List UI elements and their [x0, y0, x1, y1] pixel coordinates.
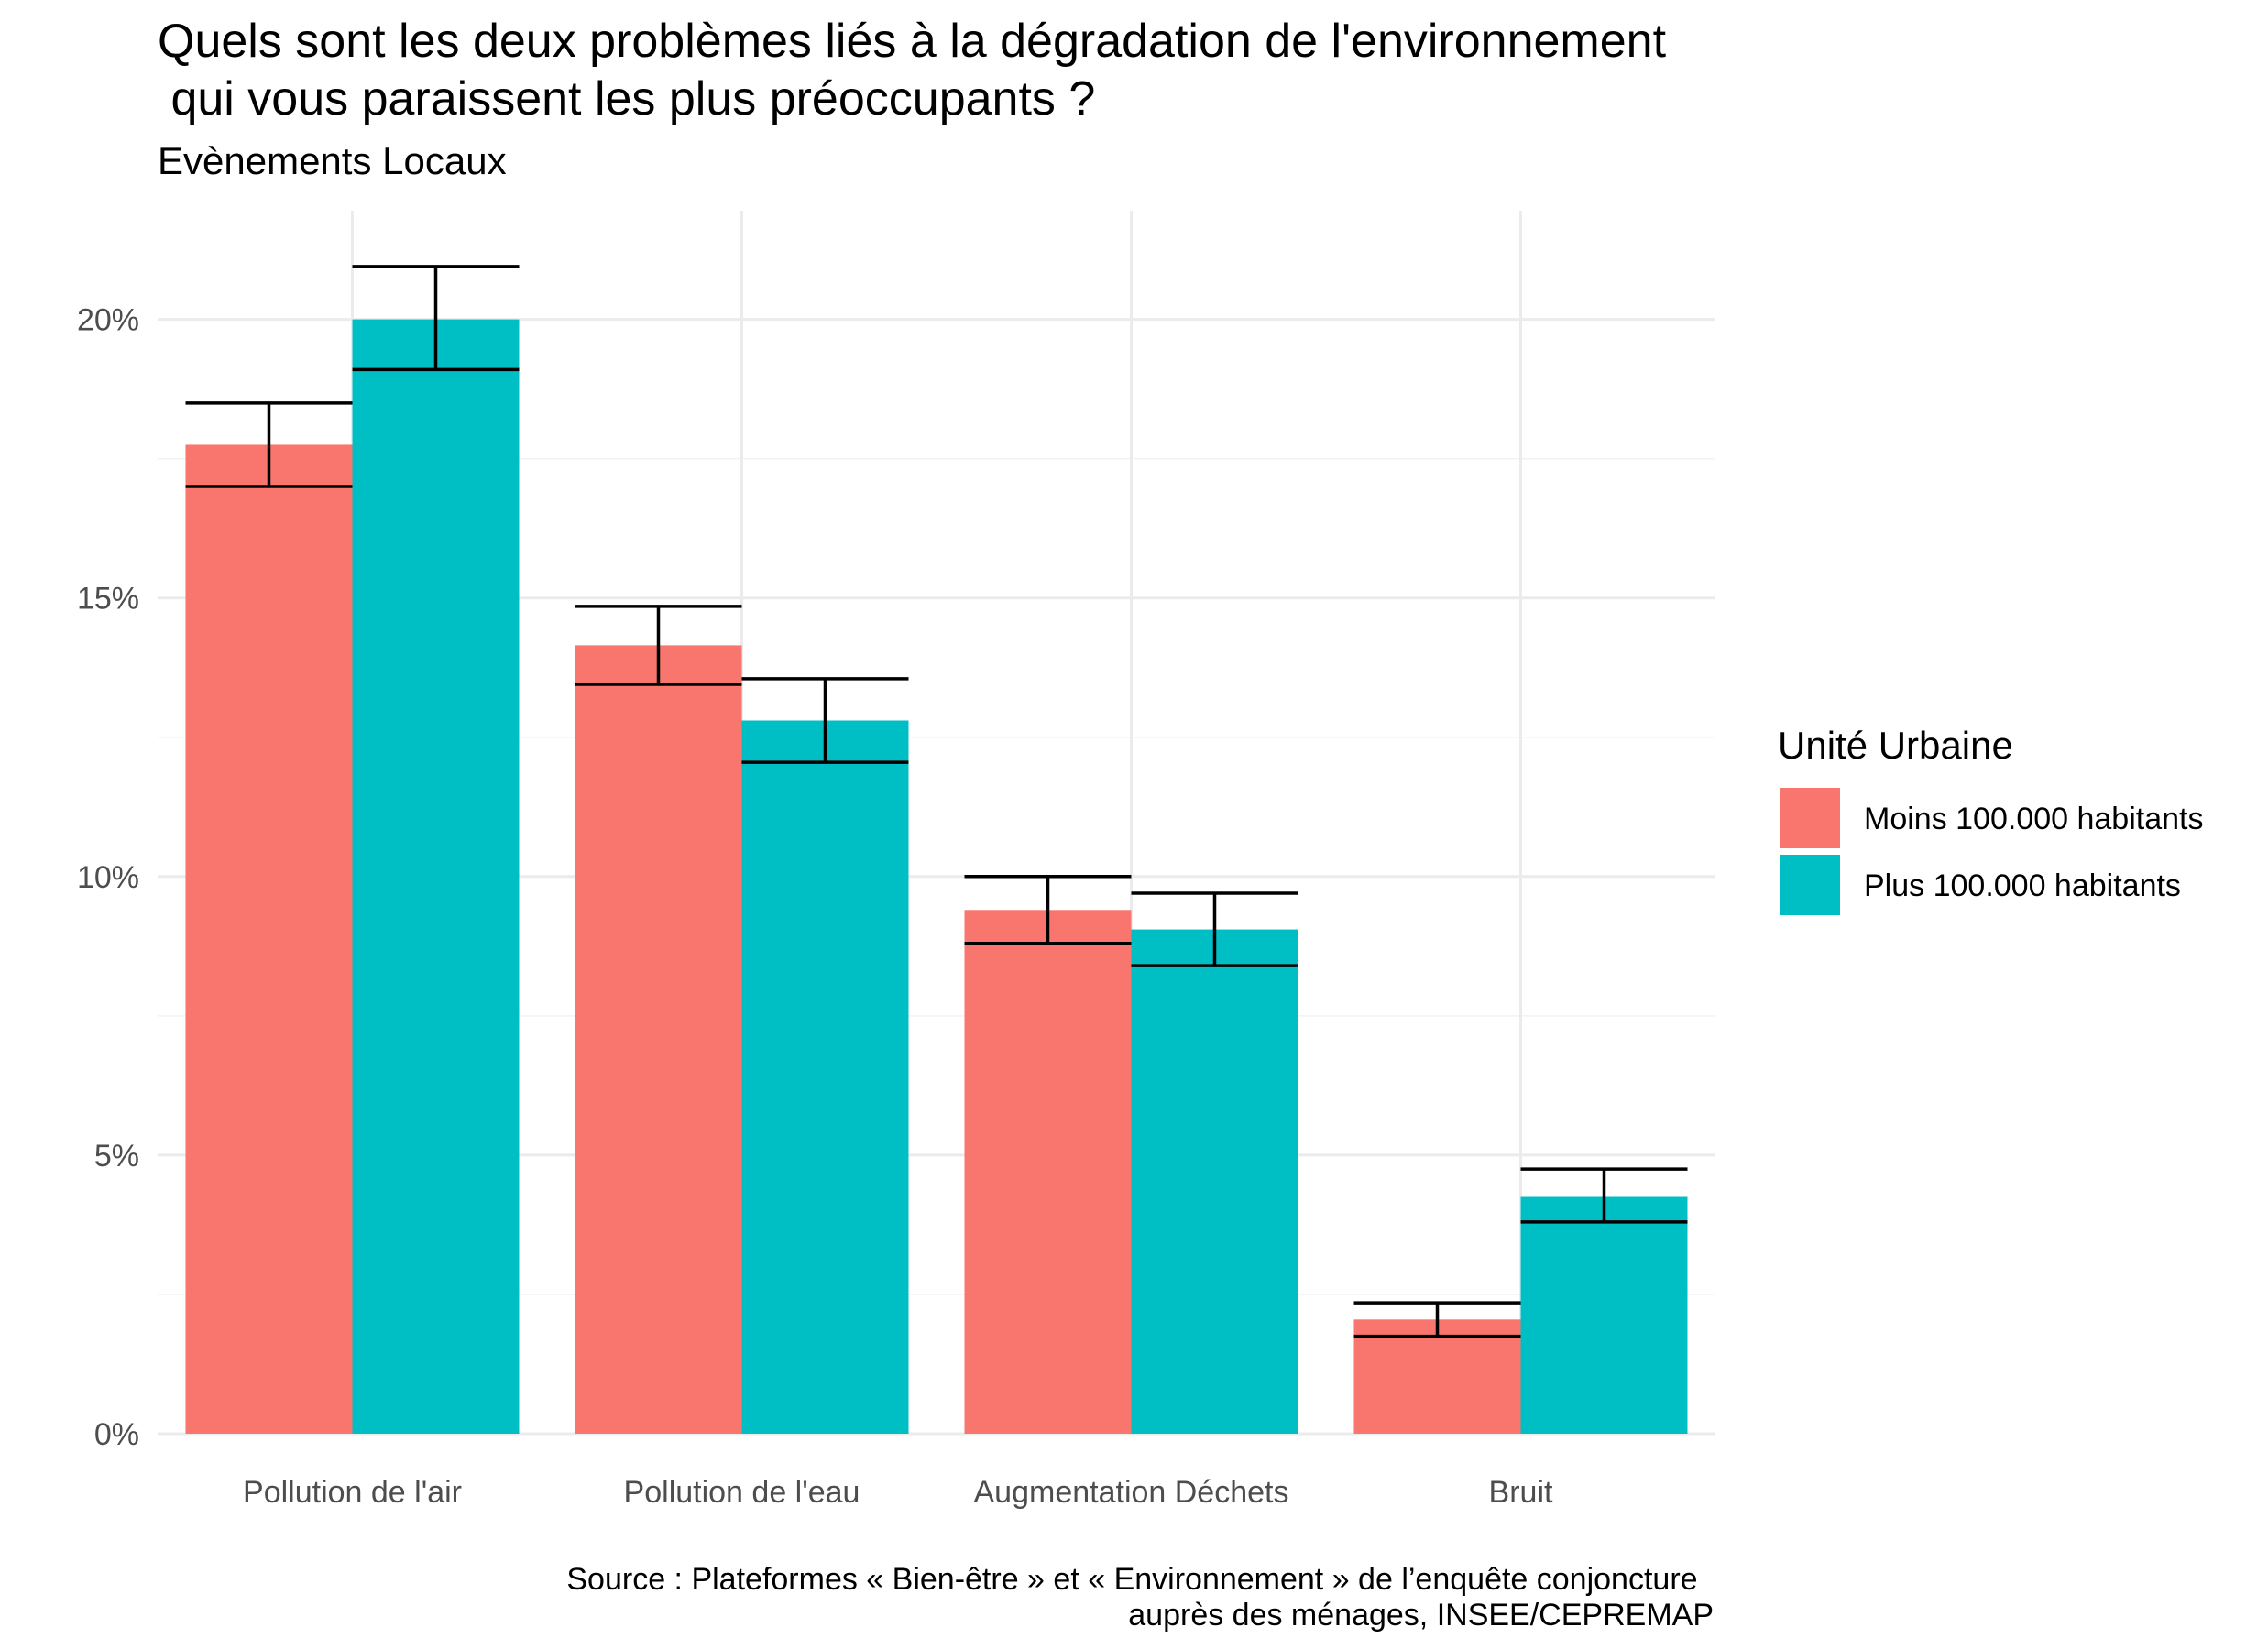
error-bar-bruit-plus-100-000-habitants	[1520, 1167, 1688, 1224]
x-tick-label-bruit: Bruit	[1489, 1475, 1553, 1510]
bar-pollution-de-l-air-plus-100-000-habitants	[352, 319, 520, 1434]
error-bar-pollution-de-l-eau-moins-100-000-habitants	[575, 605, 742, 686]
bar-augmentation-dechets-moins-100-000-habitants	[964, 910, 1132, 1434]
bar-pollution-de-l-eau-plus-100-000-habitants	[741, 720, 909, 1434]
y-tick-label-2: 10%	[77, 860, 139, 895]
bar-pollution-de-l-eau-moins-100-000-habitants	[575, 645, 742, 1434]
chart-subtitle: Evènements Locaux	[158, 139, 507, 182]
bar-bruit-moins-100-000-habitants	[1353, 1319, 1521, 1434]
chart-title: Quels sont les deux problèmes liés à la …	[158, 15, 1667, 68]
caption-line1: Source : Plateformes « Bien-être » et « …	[566, 1562, 1706, 1597]
legend-title: Unité Urbaine	[1778, 724, 2013, 767]
error-bars	[185, 265, 1688, 1338]
bars	[185, 319, 1688, 1434]
bar-bruit-plus-100-000-habitants	[1520, 1196, 1688, 1434]
legend: Unité Urbaine Moins 100.000 habitants Pl…	[1778, 724, 2203, 915]
x-tick-label-pollution-de-l-air: Pollution de l'air	[243, 1475, 462, 1510]
y-tick-label-3: 15%	[77, 582, 139, 617]
y-tick-label-4: 20%	[77, 303, 139, 338]
error-bar-augmentation-dechets-plus-100-000-habitants	[1131, 891, 1298, 967]
x-axis-ticks: Pollution de l'air Pollution de l'eau Augm…	[243, 1475, 1553, 1510]
bar-pollution-de-l-air-moins-100-000-habitants	[185, 444, 353, 1434]
y-tick-label-1: 5%	[94, 1139, 139, 1174]
y-axis-ticks: 0% 5% 10% 15% 20%	[77, 303, 139, 1452]
bar-augmentation-dechets-plus-100-000-habitants	[1131, 929, 1298, 1434]
legend-label-plus-100000: Plus 100.000 habitants	[1864, 868, 2181, 903]
error-bar-pollution-de-l-eau-plus-100-000-habitants	[741, 677, 909, 764]
error-bar-augmentation-dechets-moins-100-000-habitants	[964, 875, 1132, 945]
x-tick-label-augmentation-dechets: Augmentation Déchets	[974, 1475, 1289, 1510]
caption-line2: auprès des ménages, INSEE/CEPREMAP	[1128, 1598, 1714, 1633]
legend-key-plus-100000	[1780, 855, 1840, 915]
error-bar-pollution-de-l-air-plus-100-000-habitants	[352, 265, 520, 372]
error-bar-bruit-moins-100-000-habitants	[1353, 1301, 1521, 1338]
x-tick-label-pollution-de-l-eau: Pollution de l'eau	[624, 1475, 860, 1510]
y-tick-label-0: 0%	[94, 1417, 139, 1452]
chart-title-line2: qui vous paraissent les plus préoccupant…	[158, 72, 1095, 126]
legend-key-moins-100000	[1780, 788, 1840, 848]
legend-label-moins-100000: Moins 100.000 habitants	[1864, 802, 2203, 836]
error-bar-pollution-de-l-air-moins-100-000-habitants	[185, 401, 353, 488]
